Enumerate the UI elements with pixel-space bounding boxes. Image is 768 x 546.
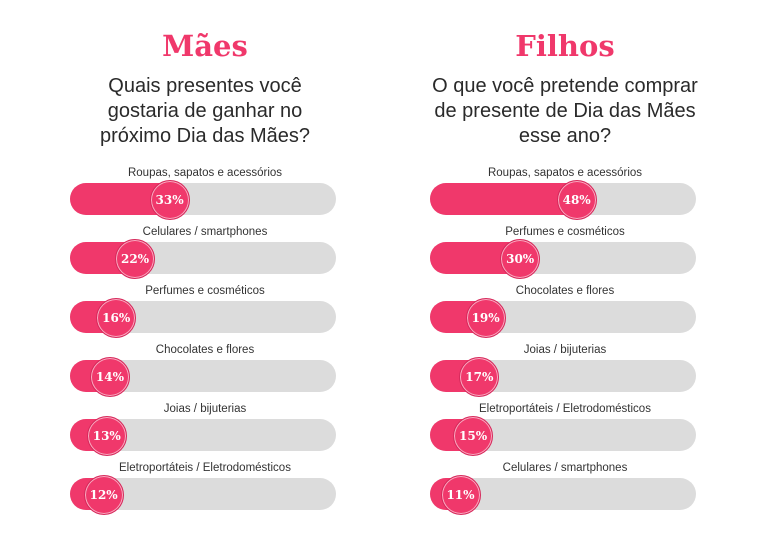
bar-track: 19% (430, 298, 696, 338)
bar-category-label: Roupas, sapatos e acessórios (487, 167, 643, 179)
bar-row: Joias / bijuterias 17% (430, 343, 700, 399)
chart-question: O que você pretende comprar de presente … (432, 75, 698, 147)
bar-value-badge: 33% (149, 180, 190, 220)
bar-track: 14% (70, 357, 336, 397)
bar-category-label: Chocolates e flores (155, 344, 255, 356)
bar-value-badge: 22% (115, 239, 156, 279)
bar-value-badge: 17% (459, 357, 500, 397)
chart-title: Filhos (515, 29, 615, 63)
bar-value-badge: 16% (96, 298, 137, 338)
bar-value-badge: 15% (453, 416, 494, 456)
bar-row: Perfumes e cosméticos 30% (430, 225, 700, 281)
bar-value-badge: 48% (556, 180, 597, 220)
bar-row: Roupas, sapatos e acessórios 33% (70, 166, 340, 222)
bar-track: 13% (70, 416, 336, 456)
bar-track: 48% (430, 180, 696, 220)
bar-category-label: Celulares / smartphones (142, 226, 268, 238)
chart-question: Quais presentes você gostaria de ganhar … (99, 75, 311, 147)
bar-row: Roupas, sapatos e acessórios 48% (430, 166, 700, 222)
bar-track: 17% (430, 357, 696, 397)
bar-row: Joias / bijuterias 13% (70, 402, 340, 458)
bar-value-badge: 12% (83, 475, 124, 515)
bar-track: 11% (430, 475, 696, 515)
bar-row: Eletroportáteis / Eletrodomésticos 12% (70, 461, 340, 517)
bar-track: 12% (70, 475, 336, 515)
bar-category-label: Celulares / smartphones (502, 462, 628, 474)
bar-track: 30% (430, 239, 696, 279)
bar-row: Celulares / smartphones 11% (430, 461, 700, 517)
bar-row: Celulares / smartphones 22% (70, 225, 340, 281)
bar-track: 22% (70, 239, 336, 279)
bar-category-label: Perfumes e cosméticos (145, 285, 265, 297)
bar-value-badge: 14% (89, 357, 130, 397)
bar-category-label: Joias / bijuterias (523, 344, 607, 356)
bar-row: Chocolates e flores 19% (430, 284, 700, 340)
bar-category-label: Roupas, sapatos e acessórios (127, 167, 283, 179)
bar-category-label: Chocolates e flores (515, 285, 615, 297)
bar-value-badge: 30% (500, 239, 541, 279)
bar-row: Perfumes e cosméticos 16% (70, 284, 340, 340)
bar-track: 33% (70, 180, 336, 220)
bar-value-badge: 11% (440, 475, 481, 515)
bar-category-label: Eletroportáteis / Eletrodomésticos (119, 462, 291, 474)
bar-row: Chocolates e flores 14% (70, 343, 340, 399)
chart-title: Mães (162, 29, 248, 63)
bar-track: 16% (70, 298, 336, 338)
bar-category-label: Joias / bijuterias (163, 403, 247, 415)
bar-category-label: Perfumes e cosméticos (505, 226, 625, 238)
bar-row: Eletroportáteis / Eletrodomésticos 15% (430, 402, 700, 458)
bar-category-label: Eletroportáteis / Eletrodomésticos (479, 403, 651, 415)
bar-value-badge: 19% (465, 298, 506, 338)
bar-value-badge: 13% (86, 416, 127, 456)
bar-track: 15% (430, 416, 696, 456)
